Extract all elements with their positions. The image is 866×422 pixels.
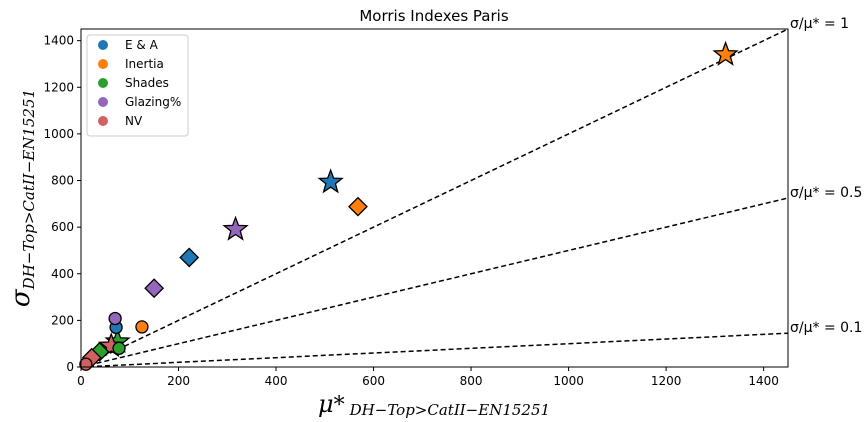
reference-line (80, 28, 789, 368)
data-point-diamond (144, 278, 165, 299)
chart-title: Morris Indexes Paris (359, 7, 508, 25)
data-point-circle (135, 320, 149, 334)
x-tick-label: 400 (265, 374, 288, 388)
y-tick-label: 1400 (43, 34, 74, 48)
reference-line-label: σ/μ* = 0.1 (790, 320, 862, 336)
x-axis-ticks: 0 200 400 600 800 1000 1200 1400 (77, 367, 779, 388)
y-axis-label: σDH−Top>CatII−EN15251 (6, 89, 38, 307)
y-axis-symbol: σ (6, 288, 36, 307)
x-axis-subscript: DH−Top>CatII−EN15251 (349, 401, 550, 419)
reference-line-labels: σ/μ* = 1 σ/μ* = 0.5 σ/μ* = 0.1 (790, 16, 862, 336)
legend-swatch (98, 78, 108, 88)
reference-line (80, 332, 789, 368)
reference-line-label: σ/μ* = 0.5 (790, 185, 862, 201)
y-tick-label: 0 (66, 360, 74, 374)
x-tick-label: 800 (460, 374, 483, 388)
data-point-star (222, 215, 249, 241)
reference-lines (80, 28, 789, 368)
x-tick-label: 600 (362, 374, 385, 388)
x-tick-label: 1400 (748, 374, 779, 388)
legend-label: NV (125, 114, 143, 128)
x-tick-label: 1000 (553, 374, 584, 388)
legend-swatch (98, 97, 108, 107)
legend-swatch (98, 116, 108, 126)
legend-label: Inertia (125, 57, 164, 71)
data-point-star (317, 168, 344, 194)
legend-label: Shades (125, 76, 169, 90)
reference-line-label: σ/μ* = 1 (790, 16, 849, 32)
y-tick-label: 200 (51, 313, 74, 327)
x-tick-label: 1200 (651, 374, 682, 388)
data-point-diamond (179, 247, 200, 268)
y-tick-label: 1000 (43, 127, 74, 141)
y-axis-ticks: 0 200 400 600 800 1000 1200 1400 (43, 34, 81, 374)
y-tick-label: 800 (51, 174, 74, 188)
data-point-circle (108, 311, 122, 326)
legend-swatch (98, 59, 108, 69)
x-tick-label: 0 (77, 374, 85, 388)
y-tick-label: 400 (51, 267, 74, 281)
data-point-circle (79, 357, 93, 371)
legend-swatch (98, 40, 108, 50)
data-point-diamond (348, 196, 368, 217)
legend-label: E & A (125, 38, 159, 52)
data-points (79, 40, 739, 371)
data-point-star (712, 40, 739, 66)
legend: E & A Inertia Shades Glazing% NV (86, 34, 189, 137)
data-point-circle (112, 341, 126, 356)
x-tick-label: 200 (167, 374, 190, 388)
x-axis-symbol: μ (318, 390, 334, 418)
x-axis-label: μ* DH−Top>CatII−EN15251 (318, 390, 550, 419)
plot-frame (80, 28, 789, 368)
y-axis-subscript: DH−Top>CatII−EN15251 (20, 89, 38, 290)
y-tick-label: 1200 (43, 80, 74, 94)
legend-items: E & A Inertia Shades Glazing% NV (98, 38, 181, 128)
reference-line (80, 197, 789, 368)
legend-box (86, 34, 189, 137)
legend-label: Glazing% (125, 95, 181, 109)
y-tick-label: 600 (51, 220, 74, 234)
x-axis-star: * (334, 393, 345, 418)
